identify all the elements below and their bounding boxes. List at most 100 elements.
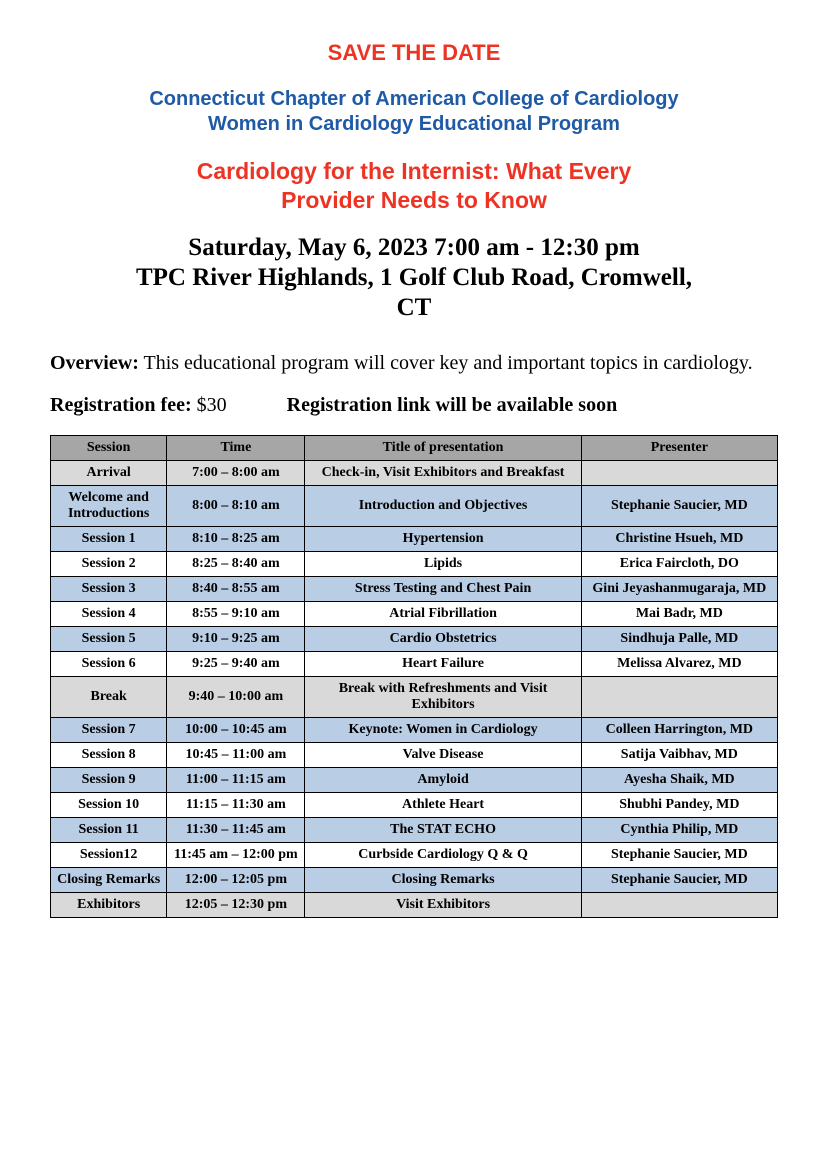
table-row: Exhibitors12:05 – 12:30 pmVisit Exhibito… [51,893,778,918]
table-cell-time: 12:00 – 12:05 pm [167,868,305,893]
table-cell-time: 9:25 – 9:40 am [167,652,305,677]
table-row: Closing Remarks12:00 – 12:05 pmClosing R… [51,868,778,893]
table-cell-presenter: Erica Faircloth, DO [581,552,777,577]
table-cell-session: Break [51,677,167,718]
table-row: Session1211:45 am – 12:00 pmCurbside Car… [51,843,778,868]
table-cell-session: Welcome and Introductions [51,486,167,527]
table-cell-title: Closing Remarks [305,868,581,893]
table-cell-session: Session 3 [51,577,167,602]
table-row: Welcome and Introductions8:00 – 8:10 amI… [51,486,778,527]
program-heading: Women in Cardiology Educational Program [50,113,778,136]
table-cell-presenter: Satija Vaibhav, MD [581,743,777,768]
table-cell-title: Lipids [305,552,581,577]
overview-text: This educational program will cover key … [139,352,753,374]
table-cell-title: Curbside Cardiology Q & Q [305,843,581,868]
table-row: Session 18:10 – 8:25 amHypertensionChris… [51,527,778,552]
table-cell-presenter [581,677,777,718]
table-cell-session: Session 7 [51,718,167,743]
table-cell-time: 8:55 – 9:10 am [167,602,305,627]
table-cell-title: Introduction and Objectives [305,486,581,527]
schedule-table: SessionTimeTitle of presentationPresente… [50,435,778,918]
table-cell-presenter: Christine Hsueh, MD [581,527,777,552]
event-datetime: Saturday, May 6, 2023 7:00 am - 12:30 pm [50,234,778,262]
table-cell-title: Athlete Heart [305,793,581,818]
table-cell-title: Amyloid [305,768,581,793]
table-row: Session 911:00 – 11:15 amAmyloidAyesha S… [51,768,778,793]
table-cell-title: Heart Failure [305,652,581,677]
table-header-row: SessionTimeTitle of presentationPresente… [51,436,778,461]
table-cell-title: Atrial Fibrillation [305,602,581,627]
event-title-line1: Cardiology for the Internist: What Every [50,158,778,185]
save-the-date-heading: SAVE THE DATE [50,40,778,66]
table-cell-presenter: Stephanie Saucier, MD [581,486,777,527]
table-cell-time: 8:40 – 8:55 am [167,577,305,602]
table-cell-session: Session 11 [51,818,167,843]
organization-heading: Connecticut Chapter of American College … [50,88,778,111]
table-cell-presenter: Cynthia Philip, MD [581,818,777,843]
registration-fee-value: $30 [192,394,227,416]
table-cell-session: Session 10 [51,793,167,818]
table-row: Session 69:25 – 9:40 amHeart FailureMeli… [51,652,778,677]
table-cell-session: Session 8 [51,743,167,768]
table-cell-session: Arrival [51,461,167,486]
table-cell-presenter: Stephanie Saucier, MD [581,868,777,893]
registration-row: Registration fee: $30 Registration link … [50,394,778,417]
table-column-header: Session [51,436,167,461]
table-cell-presenter: Gini Jeyashanmugaraja, MD [581,577,777,602]
table-cell-time: 11:30 – 11:45 am [167,818,305,843]
registration-link-text: Registration link will be available soon [287,394,618,417]
table-cell-title: Stress Testing and Chest Pain [305,577,581,602]
table-cell-title: The STAT ECHO [305,818,581,843]
table-row: Session 1111:30 – 11:45 amThe STAT ECHOC… [51,818,778,843]
table-cell-title: Valve Disease [305,743,581,768]
table-row: Session 1011:15 – 11:30 amAthlete HeartS… [51,793,778,818]
table-cell-time: 11:00 – 11:15 am [167,768,305,793]
table-cell-session: Session 2 [51,552,167,577]
table-cell-time: 12:05 – 12:30 pm [167,893,305,918]
table-cell-title: Keynote: Women in Cardiology [305,718,581,743]
table-cell-session: Session 6 [51,652,167,677]
table-cell-presenter: Colleen Harrington, MD [581,718,777,743]
table-column-header: Time [167,436,305,461]
table-cell-time: 8:10 – 8:25 am [167,527,305,552]
registration-fee: Registration fee: $30 [50,394,227,417]
table-row: Session 38:40 – 8:55 amStress Testing an… [51,577,778,602]
table-cell-time: 8:00 – 8:10 am [167,486,305,527]
table-column-header: Presenter [581,436,777,461]
table-cell-title: Break with Refreshments and Visit Exhibi… [305,677,581,718]
event-venue-line1: TPC River Highlands, 1 Golf Club Road, C… [50,264,778,292]
table-row: Session 28:25 – 8:40 amLipidsErica Fairc… [51,552,778,577]
table-cell-title: Check-in, Visit Exhibitors and Breakfast [305,461,581,486]
table-cell-presenter: Stephanie Saucier, MD [581,843,777,868]
table-cell-presenter: Ayesha Shaik, MD [581,768,777,793]
table-cell-time: 8:25 – 8:40 am [167,552,305,577]
table-row: Session 710:00 – 10:45 amKeynote: Women … [51,718,778,743]
table-cell-time: 11:45 am – 12:00 pm [167,843,305,868]
table-cell-title: Visit Exhibitors [305,893,581,918]
table-cell-title: Cardio Obstetrics [305,627,581,652]
table-cell-session: Session 4 [51,602,167,627]
table-row: Session 48:55 – 9:10 amAtrial Fibrillati… [51,602,778,627]
table-cell-presenter: Mai Badr, MD [581,602,777,627]
table-cell-session: Exhibitors [51,893,167,918]
table-cell-time: 7:00 – 8:00 am [167,461,305,486]
table-cell-session: Closing Remarks [51,868,167,893]
table-cell-presenter [581,893,777,918]
table-cell-time: 11:15 – 11:30 am [167,793,305,818]
table-row: Break9:40 – 10:00 amBreak with Refreshme… [51,677,778,718]
schedule-table-body: Arrival7:00 – 8:00 amCheck-in, Visit Exh… [51,461,778,918]
table-cell-presenter: Melissa Alvarez, MD [581,652,777,677]
table-cell-session: Session 1 [51,527,167,552]
table-cell-time: 9:10 – 9:25 am [167,627,305,652]
table-cell-session: Session 5 [51,627,167,652]
table-cell-title: Hypertension [305,527,581,552]
table-cell-session: Session12 [51,843,167,868]
table-cell-time: 10:45 – 11:00 am [167,743,305,768]
table-row: Session 59:10 – 9:25 amCardio Obstetrics… [51,627,778,652]
table-column-header: Title of presentation [305,436,581,461]
event-title-line2: Provider Needs to Know [50,187,778,214]
table-cell-time: 9:40 – 10:00 am [167,677,305,718]
overview-paragraph: Overview: This educational program will … [50,350,778,376]
schedule-table-head: SessionTimeTitle of presentationPresente… [51,436,778,461]
table-cell-time: 10:00 – 10:45 am [167,718,305,743]
